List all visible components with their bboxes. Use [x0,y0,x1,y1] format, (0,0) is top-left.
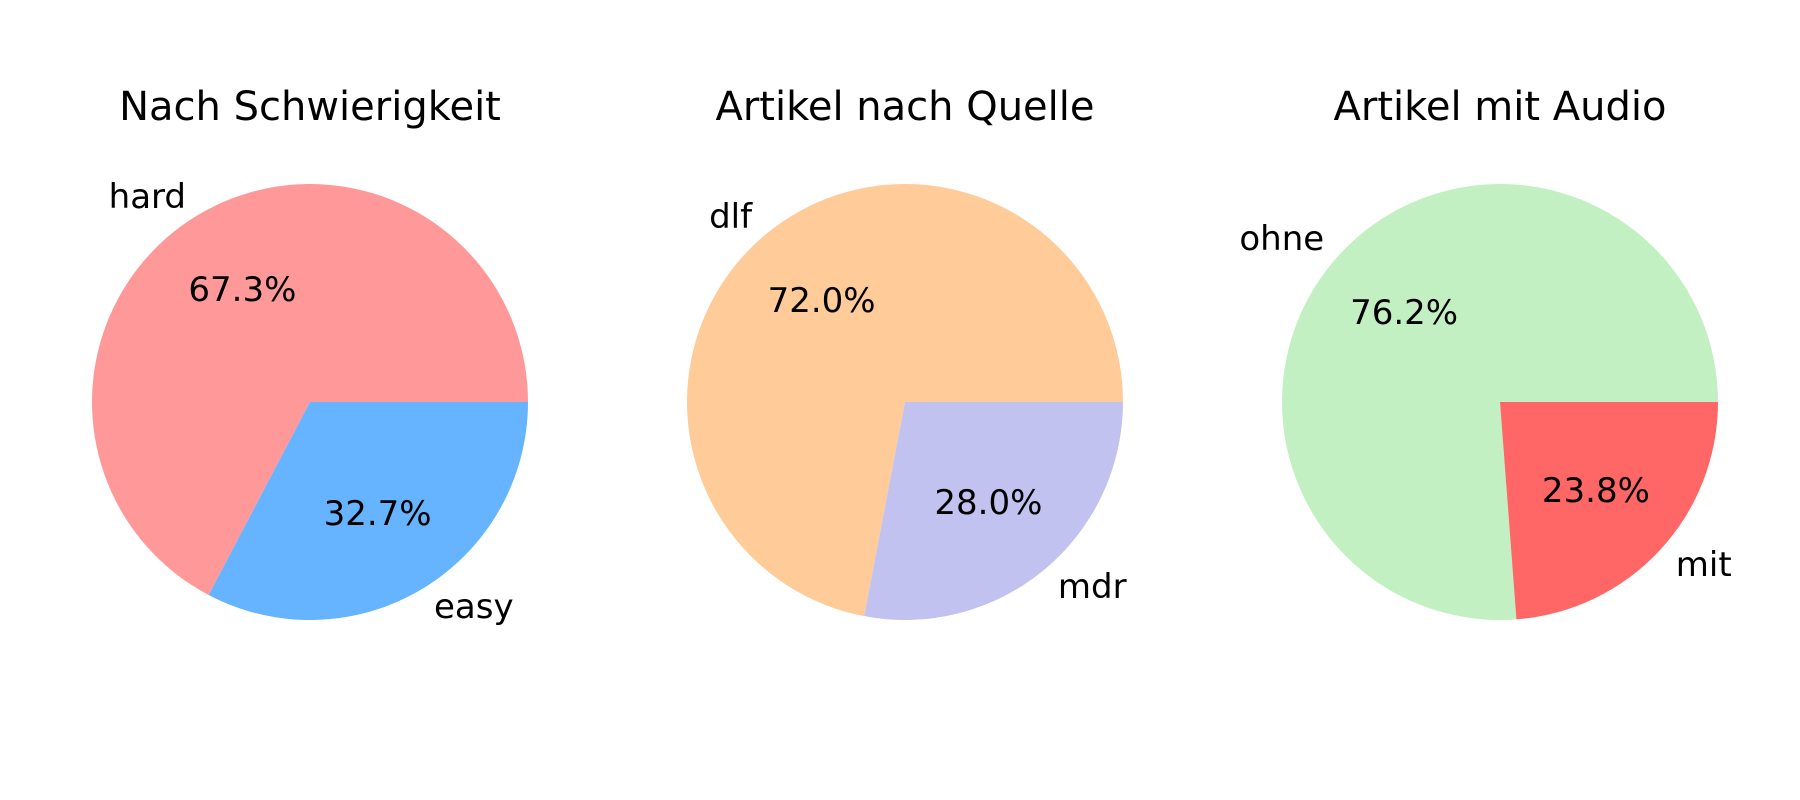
chart-title: Nach Schwierigkeit [119,84,501,130]
slice-percent-mdr: 28.0% [934,483,1042,523]
pie-slice-dlf [686,184,1123,617]
pie-slice-easy [208,402,528,620]
pie-chart-nach-schwierigkeit: hard 67.3% easy 32.7% Nach Schwierigkeit [91,84,528,627]
slice-percent-mit: 23.8% [1542,471,1650,511]
slice-label-hard: hard [109,177,186,217]
slice-label-ohne: ohne [1239,219,1324,259]
slice-percent-ohne: 76.2% [1350,293,1458,333]
pie-slice-mdr [864,402,1123,621]
pie-chart-artikel-mit-audio: ohne 76.2% mit 23.8% Artikel mit Audio [1239,84,1732,620]
pie-chart-artikel-nach-quelle: dlf 72.0% mdr 28.0% Artikel nach Quelle [686,84,1127,621]
slice-percent-dlf: 72.0% [768,281,876,321]
chart-title: Artikel nach Quelle [716,84,1095,130]
pie-slice-mit [1500,402,1718,620]
pie-slice-hard [91,183,528,595]
slice-label-easy: easy [434,587,514,627]
slice-label-mit: mit [1676,545,1732,585]
slice-percent-easy: 32.7% [324,494,432,534]
slice-label-mdr: mdr [1058,567,1127,607]
chart-title: Artikel mit Audio [1334,84,1667,130]
slice-percent-hard: 67.3% [188,270,296,310]
slice-label-dlf: dlf [709,197,753,237]
pie-slice-ohne [1281,183,1718,620]
